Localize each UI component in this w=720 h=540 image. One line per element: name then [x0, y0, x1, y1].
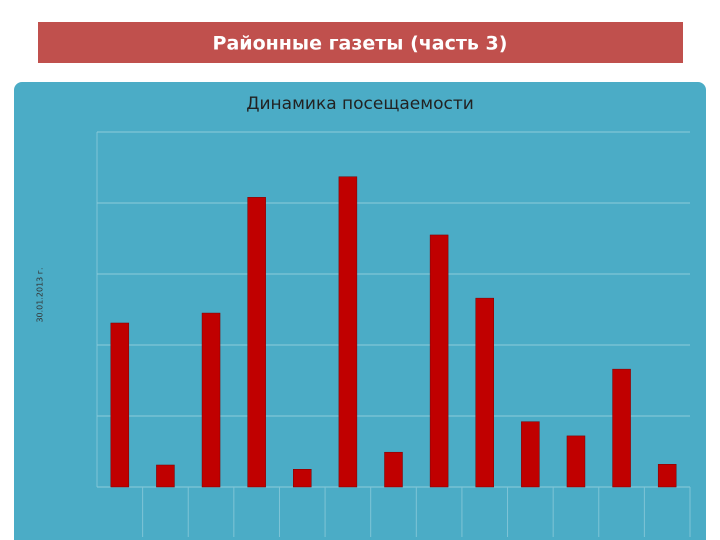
bar [429, 234, 449, 488]
bar [657, 464, 677, 488]
bar [384, 451, 403, 488]
slide-title: Районные газеты (часть 3) [213, 33, 508, 55]
bar [247, 197, 266, 488]
bar [475, 297, 494, 488]
chart-title: Динамика посещаемости [246, 94, 474, 114]
bar [612, 368, 631, 488]
bar [566, 435, 586, 488]
bar [338, 176, 358, 488]
bar [293, 469, 312, 488]
title-banner [38, 22, 683, 63]
bar [110, 322, 130, 488]
side-note: 30.01.2013 г. [36, 267, 45, 322]
bar [156, 464, 175, 488]
bar [521, 421, 540, 488]
bar [201, 312, 221, 488]
